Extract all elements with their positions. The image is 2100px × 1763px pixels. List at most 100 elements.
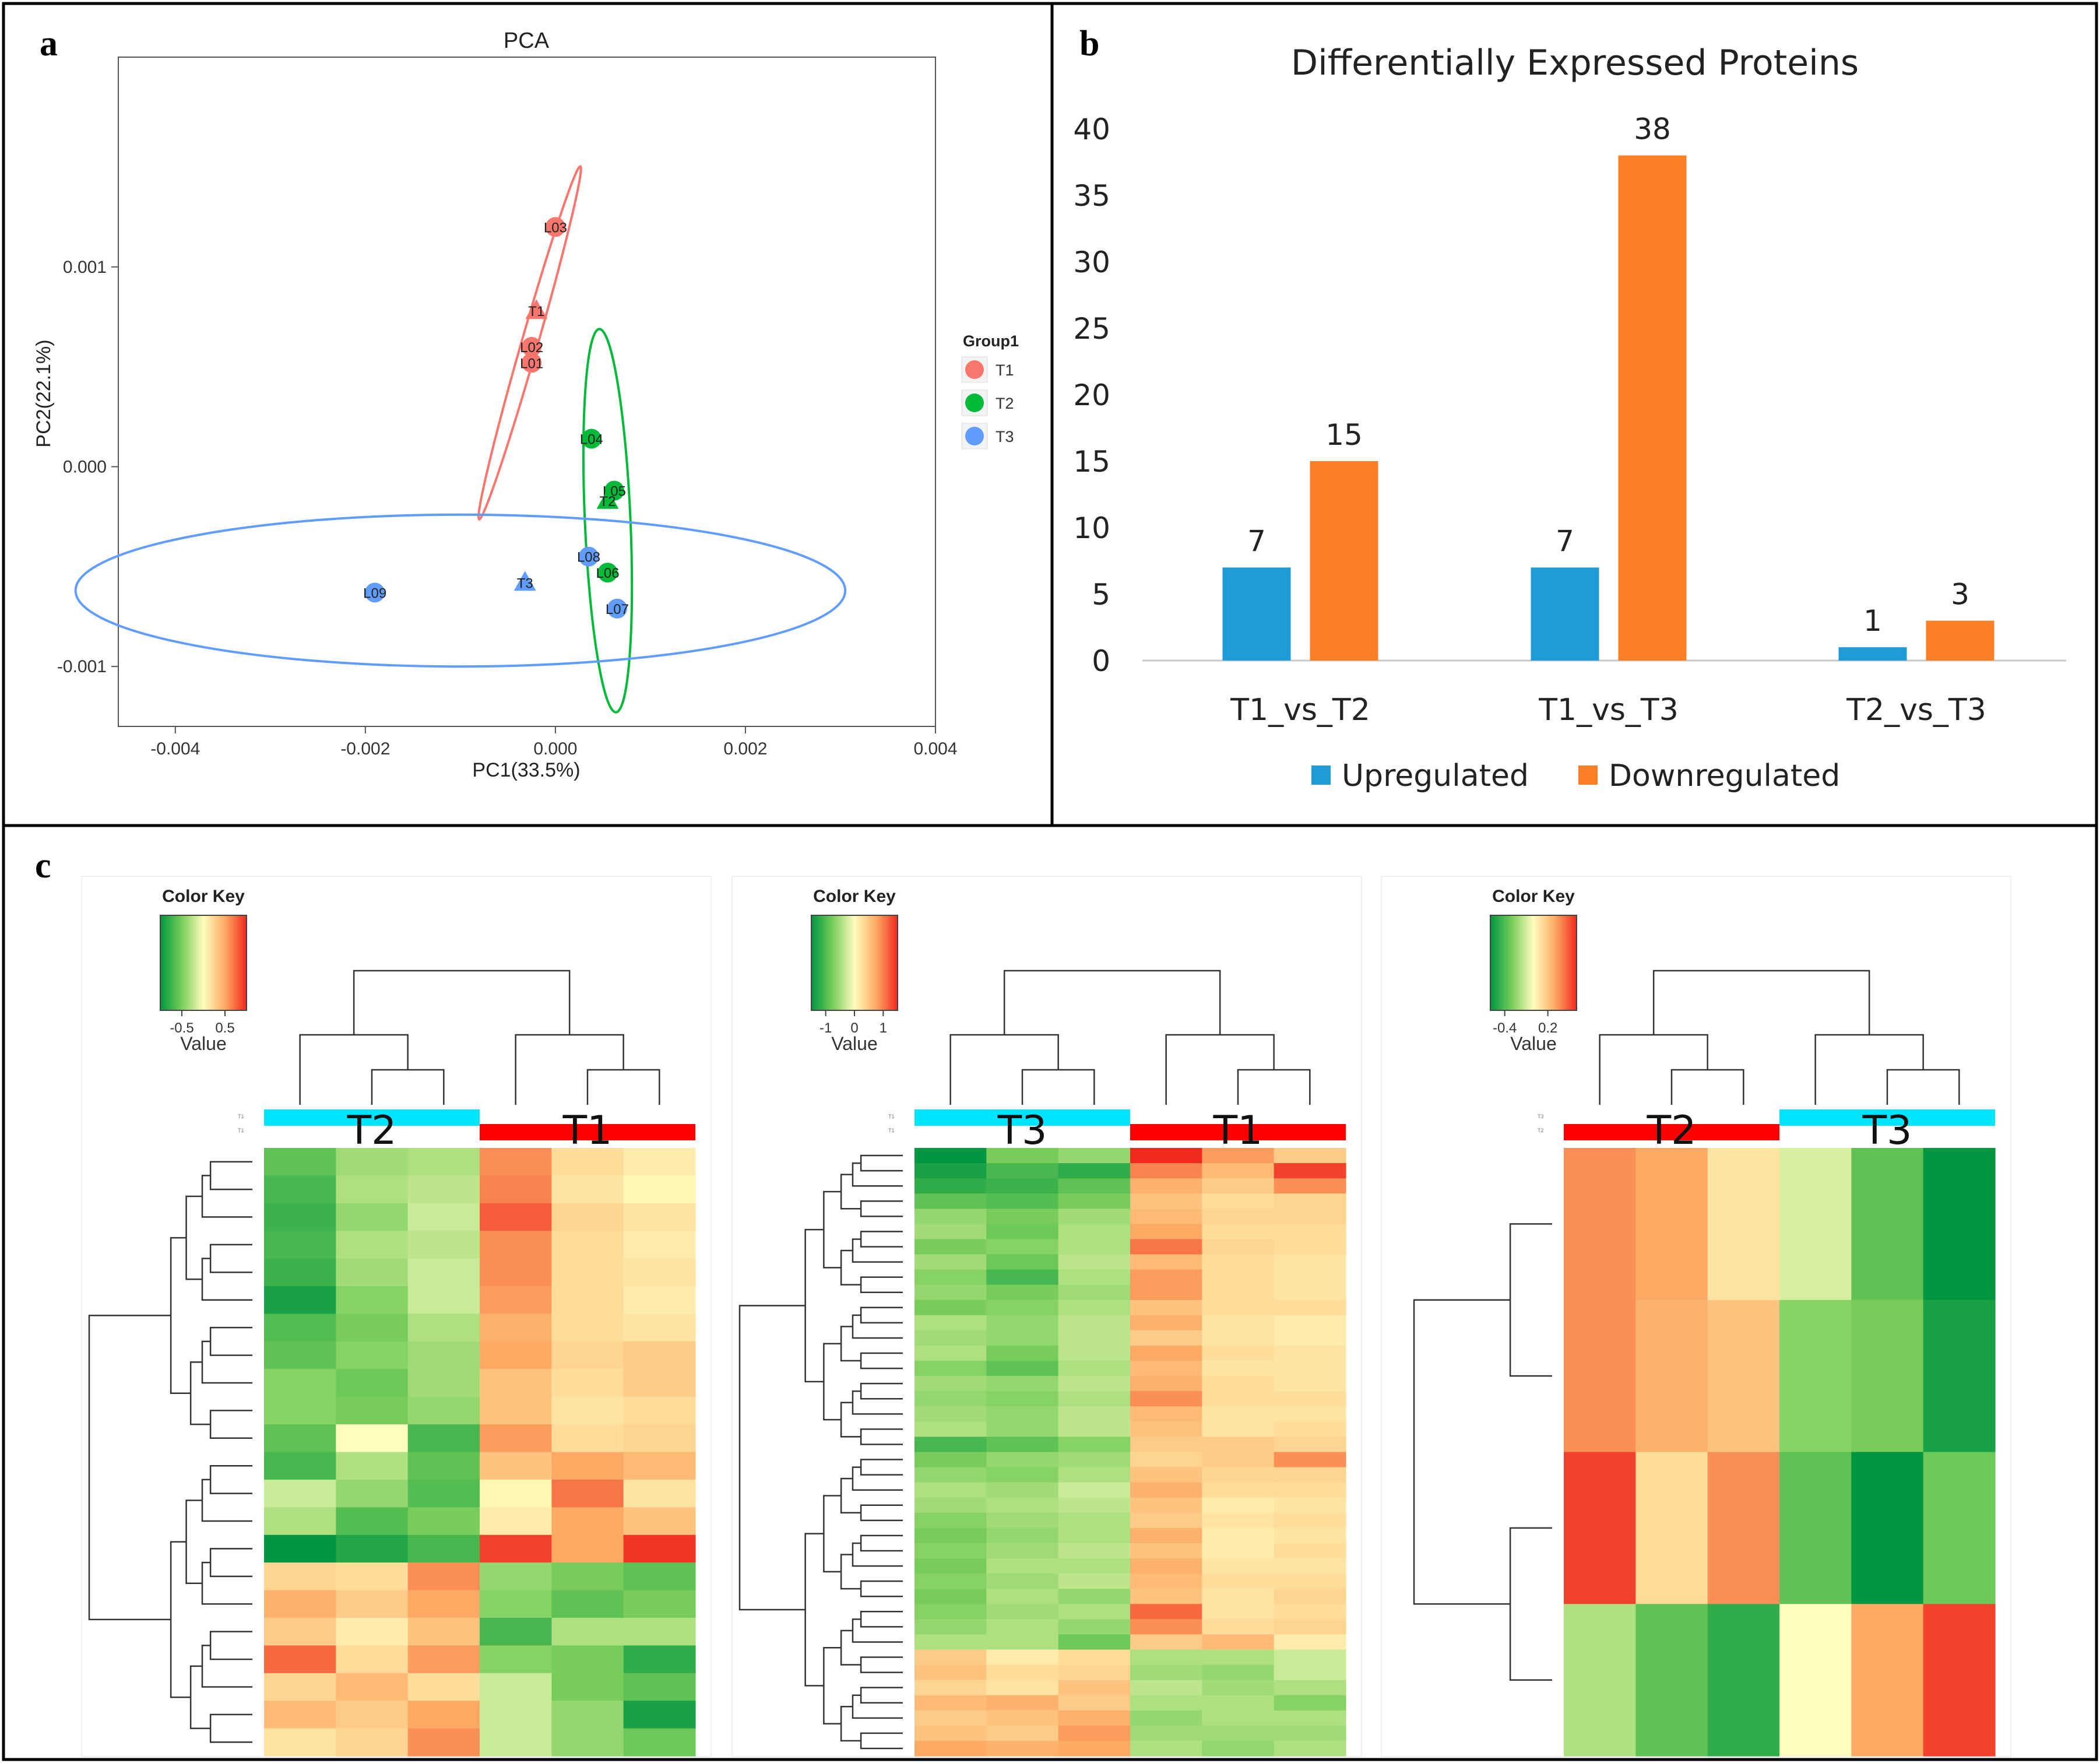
heatmap-cell [264, 1562, 336, 1591]
pca-point-label: L04 [580, 432, 603, 448]
heatmap-cell [623, 1479, 696, 1508]
pca-point-label: L01 [520, 356, 543, 371]
heatmap-cell [336, 1369, 409, 1397]
bar-x-labels: T1_vs_T2 T1_vs_T3 T2_vs_T3 [1230, 693, 1986, 728]
heatmap-cell [986, 1710, 1059, 1726]
color-key-title: Color Key [1492, 887, 1575, 906]
heatmap-cell [1058, 1330, 1131, 1346]
heatmap-cell [1202, 1163, 1275, 1179]
heatmap-cell [264, 1507, 336, 1536]
heatmap-cell [1923, 1148, 1996, 1301]
heatmap-cell [986, 1725, 1059, 1741]
heatmap-cell [1202, 1604, 1275, 1620]
heatmap-cell [264, 1534, 336, 1563]
heatmap-cell [407, 1617, 480, 1646]
pca-legend: Group1 T1 T2 T3 [961, 332, 1019, 449]
heatmap-cell [1274, 1163, 1346, 1179]
heatmap-cell [986, 1284, 1059, 1301]
heatmap-cell [623, 1534, 696, 1563]
heatmap-cell [1274, 1361, 1346, 1376]
heatmap-cell [407, 1452, 480, 1480]
heatmap-cell [623, 1396, 696, 1425]
heatmap-cell [623, 1341, 696, 1369]
heatmap-cell [1274, 1482, 1346, 1498]
heatmap-cell [914, 1695, 987, 1711]
heatmap-cell [407, 1258, 480, 1287]
bar-legend-label: Downregulated [1609, 758, 1840, 793]
heatmap-cell [914, 1239, 987, 1255]
heatmap-cell [1707, 1452, 1780, 1604]
annotation-row-label: T3 [1538, 1114, 1544, 1119]
heatmap-cell [1851, 1604, 1924, 1757]
heatmap-cell [1130, 1482, 1202, 1498]
pca-panel: PCA -0.004 -0.002 0.000 0.002 0.004 0.0010.0… [33, 29, 1019, 781]
heatmap-cell [264, 1645, 336, 1674]
bar-y-tick-label: 40 [1073, 113, 1110, 146]
heatmap-cell [986, 1300, 1059, 1316]
row-dendrogram-branch [1413, 1299, 1511, 1605]
heatmap-cell [407, 1314, 480, 1342]
heatmap-cell [623, 1617, 696, 1646]
heatmap-cell [914, 1664, 987, 1681]
heatmap-cell [1130, 1497, 1202, 1513]
color-key-tick-label: 0 [850, 1020, 858, 1036]
heatmap-cell [1202, 1543, 1275, 1559]
color-key-title: Color Key [813, 887, 896, 906]
heatmap-cell [480, 1645, 552, 1674]
heatmap-cell [1130, 1604, 1202, 1620]
pca-point-label: T1 [528, 304, 544, 319]
heatmap-cell [914, 1589, 987, 1604]
heatmap-cell [986, 1406, 1059, 1422]
row-dendrogram-branch [823, 1343, 842, 1421]
heatmap-cell [914, 1376, 987, 1392]
heatmap-cell [1202, 1361, 1275, 1376]
heatmap-cell [1058, 1680, 1131, 1696]
heatmap-cell [1058, 1589, 1131, 1604]
heatmap-cell [1635, 1300, 1708, 1453]
bar-y-ticks: 0 5 10 15 20 25 30 35 40 [1073, 113, 1110, 678]
pca-point-marker [525, 299, 548, 319]
heatmap-cell [551, 1562, 624, 1591]
heatmap-cell [407, 1728, 480, 1757]
heatmap-cell [551, 1203, 624, 1231]
heatmap-cell [551, 1645, 624, 1674]
heatmap-cell [336, 1617, 409, 1646]
heatmap-cell [1851, 1300, 1924, 1453]
heatmap-cell [623, 1452, 696, 1480]
heatmap-cell [264, 1479, 336, 1508]
heatmap-cell [986, 1391, 1059, 1407]
heatmap-cell [1274, 1300, 1346, 1316]
heatmap-cell [1202, 1315, 1275, 1331]
heatmap-cell [986, 1619, 1059, 1635]
heatmap-cell [551, 1479, 624, 1508]
pca-y-ticks: 0.001 0.000 -0.001 [57, 258, 118, 676]
heatmap-cell [1274, 1269, 1346, 1286]
column-dendrogram-branch [353, 970, 571, 1035]
pca-point-marker [597, 563, 618, 583]
heatmap-cell [1202, 1178, 1275, 1194]
pca-point-label: T3 [517, 575, 533, 591]
heatmap-cell [1058, 1664, 1131, 1681]
pca-x-label: PC1(33.5%) [472, 759, 580, 781]
heatmap-cell [480, 1175, 552, 1204]
heatmap-cell [1130, 1725, 1202, 1741]
heatmap-cell [914, 1300, 987, 1316]
heatmap-cell [1058, 1284, 1131, 1301]
bar-data-label: 38 [1634, 113, 1671, 146]
pca-point-marker [522, 336, 542, 357]
heatmap-cell [551, 1148, 624, 1176]
heatmap-cell [1058, 1406, 1131, 1422]
heatmap-cell [914, 1330, 987, 1346]
heatmap-cell [407, 1175, 480, 1204]
heatmap-cell [914, 1361, 987, 1376]
heatmap-cell [1058, 1619, 1131, 1635]
heatmap-cell [264, 1617, 336, 1646]
heatmap-cell [986, 1695, 1059, 1711]
heatmap-cell [551, 1507, 624, 1536]
heatmap-cell [1058, 1209, 1131, 1224]
group-bar-t2 [1564, 1124, 1779, 1140]
pca-point-label: L07 [606, 602, 629, 617]
heatmap-cell [1779, 1604, 1852, 1757]
heatmap-cell [336, 1673, 409, 1701]
heatmap-cell [407, 1148, 480, 1176]
